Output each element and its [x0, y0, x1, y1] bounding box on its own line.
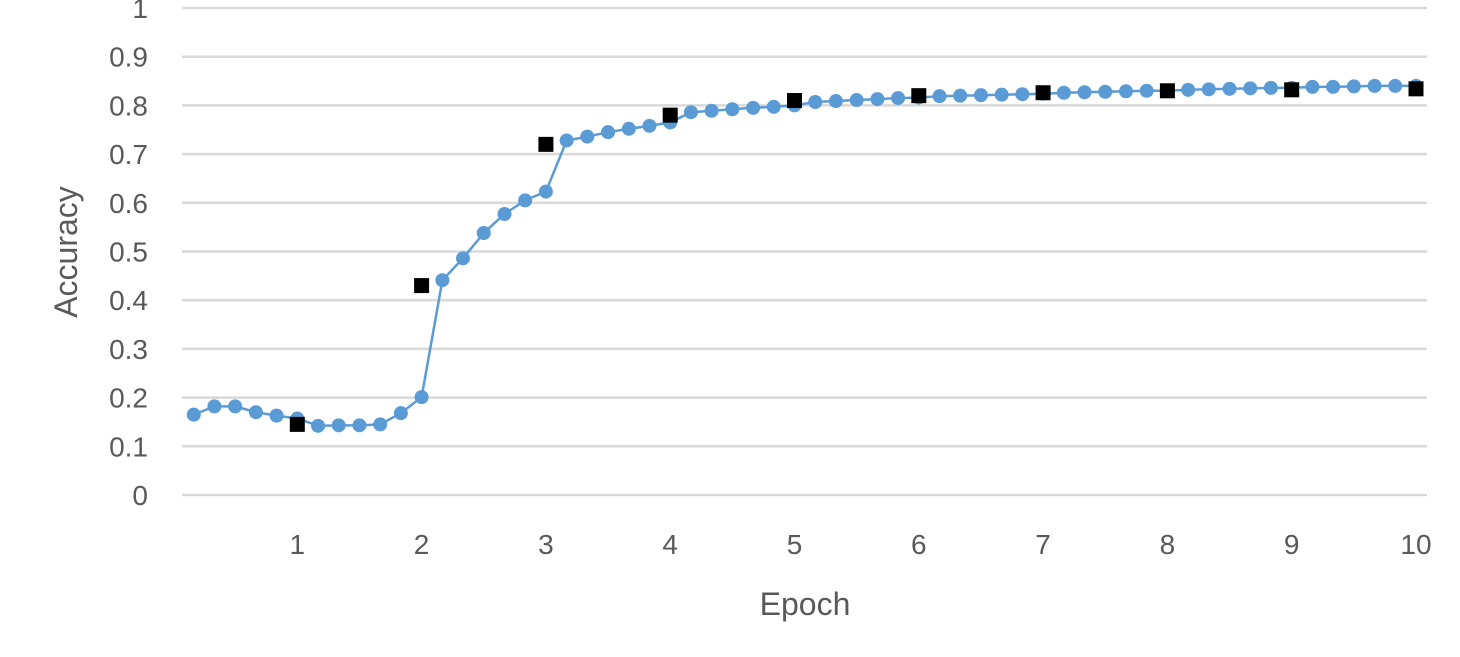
epoch-marker [1035, 85, 1051, 101]
x-tick-label: 1 [290, 529, 306, 560]
accuracy-data-point [248, 405, 263, 420]
accuracy-data-point [994, 87, 1009, 102]
accuracy-data-point [207, 399, 222, 414]
accuracy-data-point [973, 88, 988, 103]
accuracy-data-point [435, 273, 450, 288]
x-axis-title: Epoch [760, 586, 851, 622]
accuracy-data-point [373, 417, 388, 432]
accuracy-data-point [393, 406, 408, 421]
accuracy-data-point [932, 89, 947, 104]
accuracy-data-point [1222, 81, 1237, 96]
x-tick-label: 4 [662, 529, 678, 560]
accuracy-data-point [891, 91, 906, 106]
accuracy-data-point [311, 418, 326, 433]
x-tick-label: 7 [1035, 529, 1051, 560]
accuracy-data-point [621, 121, 636, 136]
x-tick-label: 2 [414, 529, 430, 560]
accuracy-data-point [642, 118, 657, 133]
accuracy-series-line [193, 84, 1416, 428]
accuracy-data-point [1388, 78, 1403, 93]
y-tick-label: 0.2 [109, 383, 148, 414]
accuracy-data-point [331, 418, 346, 433]
x-tick-label: 3 [538, 529, 554, 560]
y-tick-label: 0 [132, 480, 148, 511]
accuracy-data-point [518, 193, 533, 208]
epoch-marker [414, 278, 430, 294]
accuracy-data-point [725, 102, 740, 117]
y-tick-label: 0.4 [109, 285, 148, 316]
accuracy-data-point [601, 125, 616, 140]
x-tick-label: 6 [911, 529, 927, 560]
accuracy-data-point [1181, 82, 1196, 97]
epoch-marker [1159, 83, 1175, 99]
accuracy-data-point [953, 88, 968, 103]
accuracy-data-point [228, 399, 243, 414]
accuracy-data-point [559, 133, 574, 148]
y-tick-label: 0.1 [109, 431, 148, 462]
epoch-marker [1408, 81, 1424, 97]
accuracy-data-point [580, 129, 595, 144]
accuracy-data-point [455, 251, 470, 266]
accuracy-data-point [1015, 87, 1030, 102]
accuracy-data-point [808, 94, 823, 109]
epoch-marker [289, 416, 305, 432]
accuracy-data-point [269, 408, 284, 423]
y-axis-title: Accuracy [48, 186, 84, 318]
y-axis-tick-labels: 0 0.1 0.2 0.3 0.4 0.5 0.6 0.7 0.8 0.9 1 [109, 0, 148, 511]
epoch-marker [1284, 82, 1300, 98]
accuracy-data-point [870, 92, 885, 107]
accuracy-data-point [352, 418, 367, 433]
grid [182, 6, 1427, 497]
accuracy-data-point [828, 94, 843, 109]
y-tick-label: 0.8 [109, 90, 148, 121]
accuracy-data-point [1139, 83, 1154, 98]
y-tick-label: 1 [132, 0, 148, 24]
accuracy-data-point [497, 207, 512, 222]
y-tick-label: 0.5 [109, 237, 148, 268]
accuracy-data-point [1201, 82, 1216, 97]
accuracy-data-point [746, 100, 761, 115]
accuracy-data-point [1326, 79, 1341, 94]
accuracy-data-point [186, 407, 201, 422]
accuracy-data-point [1098, 84, 1113, 99]
accuracy-data-point [1367, 78, 1382, 93]
x-tick-label: 8 [1160, 529, 1176, 560]
accuracy-data-point [1119, 84, 1134, 99]
accuracy-data-point [538, 184, 553, 199]
accuracy-data-point [849, 93, 864, 108]
accuracy-data-point [1243, 81, 1258, 96]
epoch-marker [911, 88, 927, 104]
epoch-marker [787, 93, 802, 109]
accuracy-data-point [1077, 85, 1092, 100]
accuracy-data-point [704, 103, 719, 118]
y-tick-label: 0.9 [109, 42, 148, 73]
epoch-marker [538, 136, 554, 152]
accuracy-data-point [414, 390, 429, 405]
x-tick-label: 9 [1284, 529, 1300, 560]
accuracy-data-point [1346, 79, 1361, 94]
accuracy-data-point [476, 225, 491, 240]
plot-area [186, 78, 1424, 433]
x-tick-label: 5 [787, 529, 803, 560]
accuracy-data-point [683, 105, 698, 120]
x-tick-label: 10 [1400, 529, 1431, 560]
y-tick-label: 0.6 [109, 188, 148, 219]
y-tick-label: 0.3 [109, 334, 148, 365]
x-axis-tick-labels: 1 2 3 4 5 6 7 8 9 10 [290, 529, 1432, 560]
accuracy-data-point [766, 99, 781, 114]
accuracy-data-point [1263, 80, 1278, 95]
epoch-marker [662, 107, 678, 123]
accuracy-data-point [1056, 85, 1071, 100]
accuracy-data-point [1305, 79, 1320, 94]
y-tick-label: 0.7 [109, 139, 148, 170]
